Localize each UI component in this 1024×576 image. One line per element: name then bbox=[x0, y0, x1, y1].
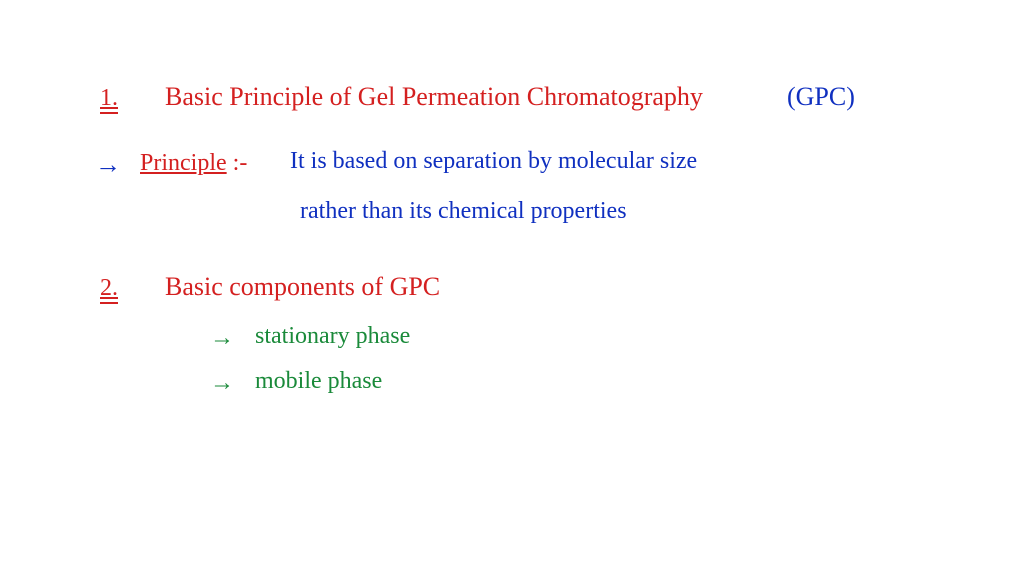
handwritten-notes-page: 1. Basic Principle of Gel Permeation Chr… bbox=[0, 0, 1024, 576]
principle-text-line-2: rather than its chemical properties bbox=[300, 198, 627, 225]
item-1-title: Basic Principle of Gel Permeation Chroma… bbox=[165, 82, 703, 112]
principle-label-text: Principle bbox=[140, 150, 227, 176]
arrow-icon: → bbox=[95, 150, 121, 180]
item-1-number-text: 1. bbox=[100, 86, 118, 114]
arrow-icon: → bbox=[210, 370, 234, 397]
principle-sep: :- bbox=[233, 150, 248, 176]
component-1: stationary phase bbox=[255, 323, 410, 350]
item-2-title: Basic components of GPC bbox=[165, 272, 440, 302]
item-1-abbrev: (GPC) bbox=[787, 82, 855, 112]
component-2: mobile phase bbox=[255, 368, 382, 395]
item-1-number: 1. bbox=[100, 85, 118, 114]
arrow-icon: → bbox=[210, 325, 234, 352]
principle-label: Principle :- bbox=[140, 150, 247, 177]
item-2-number: 2. bbox=[100, 275, 118, 304]
principle-text-line-1: It is based on separation by molecular s… bbox=[290, 148, 697, 175]
item-2-number-text: 2. bbox=[100, 276, 118, 304]
